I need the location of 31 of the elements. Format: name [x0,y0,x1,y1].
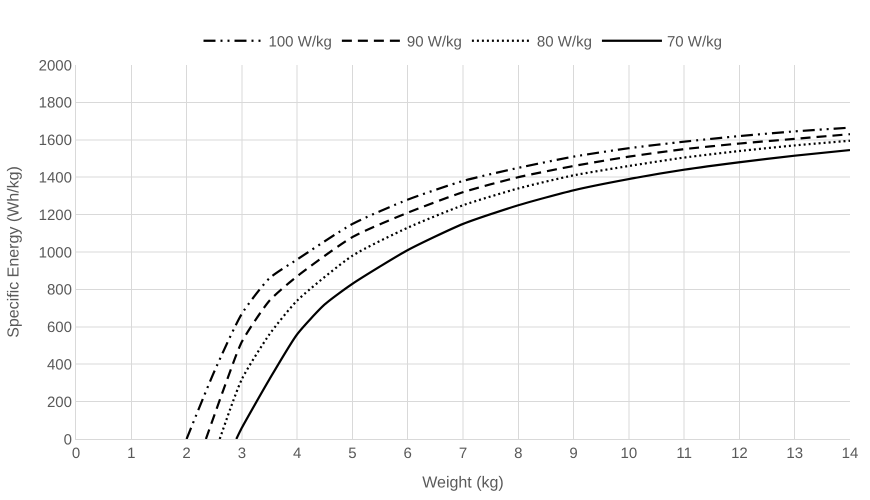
y-tick-label: 600 [46,319,72,336]
x-tick-label: 12 [731,445,748,462]
x-tick-label: 14 [842,445,858,462]
x-tick-label: 7 [458,445,468,462]
x-tick-label: 9 [569,445,578,462]
y-tick-label: 1800 [38,94,72,112]
y-tick-label: 1000 [38,244,72,262]
legend-label: 100 W/kg [268,34,332,51]
x-tick-label: 1 [127,445,136,462]
legend-label: 70 W/kg [666,34,722,51]
x-tick-label: 11 [676,445,692,462]
x-axis-title: Weight (kg) [422,474,504,492]
y-tick-label: 2000 [38,57,72,74]
x-tick-label: 8 [514,445,522,462]
y-tick-label: 200 [46,394,72,411]
legend-label: 80 W/kg [536,34,592,51]
y-tick-label: 1200 [38,206,72,224]
y-tick-label: 1600 [38,132,72,150]
x-tick-label: 4 [292,445,302,462]
x-tick-label: 6 [404,445,412,462]
x-tick-label: 2 [182,445,191,462]
y-tick-label: 800 [46,282,72,299]
y-tick-label: 400 [46,356,72,374]
x-tick-label: 3 [238,445,246,462]
x-tick-label: 13 [786,445,804,462]
x-tick-label: 5 [348,445,357,462]
y-axis-title: Specific Energy (Wh/kg) [6,166,23,338]
legend-label: 90 W/kg [406,34,462,51]
y-tick-label: 1400 [38,169,72,186]
y-tick-label: 0 [64,431,72,448]
x-tick-label: 10 [620,445,638,462]
